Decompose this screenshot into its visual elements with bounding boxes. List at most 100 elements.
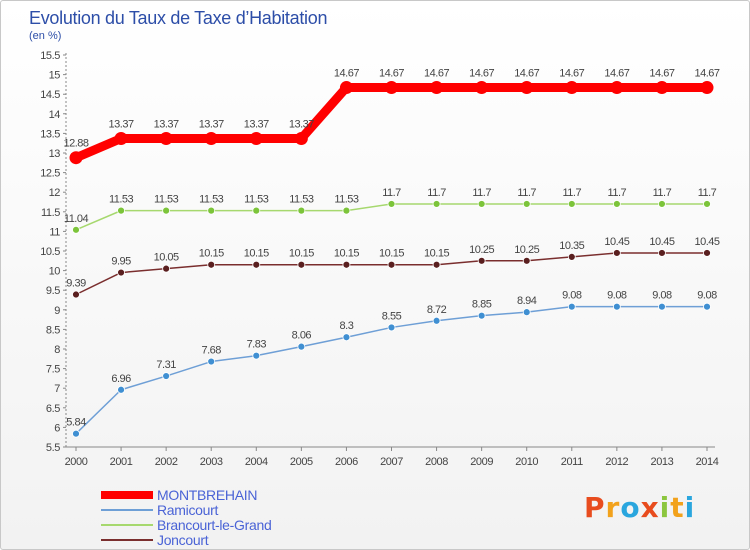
- data-label: 10.45: [604, 236, 629, 248]
- data-point: [522, 256, 531, 265]
- data-label: 11.7: [517, 187, 536, 199]
- y-tick-label: 5.5: [46, 442, 60, 454]
- data-label: 10.25: [514, 244, 539, 256]
- series-ramicourt: 5.84 6.96 7.31 7.68 7.83 8.06 8.3 8.55 8.72 8.85 8…: [66, 290, 718, 438]
- x-tick-label: 2004: [245, 456, 268, 468]
- data-label: 7.31: [156, 359, 176, 371]
- data-point: [387, 200, 396, 208]
- x-tick-label: 2014: [696, 456, 719, 468]
- data-label: 14.67: [649, 68, 674, 80]
- data-label: 11.7: [653, 187, 672, 199]
- data-label: 11.53: [244, 194, 269, 206]
- data-label: 8.85: [472, 299, 492, 311]
- data-point: [342, 206, 351, 215]
- data-label: 11.53: [289, 194, 314, 206]
- x-tick-label: 2002: [155, 456, 178, 468]
- data-label: 9.08: [562, 290, 582, 302]
- y-tick-label: 13.5: [40, 128, 60, 140]
- data-point: [297, 206, 306, 215]
- data-label: 13.37: [199, 118, 224, 130]
- data-point: [567, 252, 576, 261]
- data-point: [114, 131, 128, 145]
- data-label: 10.15: [379, 248, 404, 260]
- data-label: 13.37: [154, 118, 179, 130]
- data-label: 11.7: [562, 187, 581, 199]
- data-label: 11.7: [608, 187, 627, 199]
- data-point: [339, 81, 353, 95]
- data-point: [655, 81, 669, 95]
- y-tick-label: 7: [54, 383, 60, 395]
- data-label: 14.67: [379, 68, 404, 80]
- data-point: [207, 357, 216, 366]
- data-label: 11.7: [382, 187, 401, 199]
- data-point: [252, 206, 261, 215]
- data-point: [162, 372, 171, 380]
- data-point: [117, 206, 125, 215]
- data-point: [207, 206, 216, 215]
- data-point: [297, 260, 306, 269]
- data-label: 8.94: [517, 295, 537, 307]
- data-point: [658, 200, 666, 208]
- data-label: 14.67: [559, 68, 584, 80]
- data-point: [159, 131, 173, 145]
- data-label: 9.95: [111, 256, 131, 268]
- y-tick-label: 9.5: [46, 285, 60, 297]
- data-label: 13.37: [244, 118, 269, 130]
- data-label: 10.45: [694, 236, 719, 248]
- data-point: [477, 200, 486, 208]
- data-point: [612, 200, 621, 208]
- data-label: 7.83: [247, 339, 267, 351]
- data-point: [610, 81, 624, 95]
- data-point: [703, 200, 711, 208]
- data-point: [162, 264, 171, 273]
- series-joncourt: 9.39 9.95 10.05 10.15 10.15 10.15 10.15 10.15 10…: [66, 236, 720, 299]
- x-tick-label: 2000: [65, 456, 88, 468]
- chart-title: Evolution du Taux de Taxe d’Habitation: [29, 8, 328, 28]
- y-tick-label: 6: [54, 422, 60, 434]
- data-point: [342, 333, 351, 342]
- data-label: 14.67: [469, 68, 494, 80]
- x-tick-label: 2001: [110, 456, 133, 468]
- x-tick-label: 2010: [515, 456, 538, 468]
- data-point: [612, 302, 621, 311]
- data-point: [703, 302, 711, 311]
- data-point: [117, 268, 125, 277]
- data-label: 9.39: [66, 278, 86, 290]
- y-tick-label: 7.5: [46, 364, 60, 376]
- data-label: 14.67: [424, 68, 449, 80]
- y-tick-label: 11.5: [41, 207, 60, 219]
- data-label: 8.72: [427, 304, 447, 316]
- logo-letter: x: [640, 491, 660, 524]
- data-point: [477, 256, 486, 265]
- x-tick-label: 2006: [335, 456, 358, 468]
- logo-letter: i: [659, 491, 671, 524]
- y-tick-label: 10: [49, 266, 61, 278]
- data-label: 10.15: [334, 248, 359, 260]
- data-point: [117, 385, 125, 394]
- legend-swatch: [101, 491, 153, 499]
- data-label: 11.53: [109, 194, 134, 206]
- data-point: [658, 302, 666, 311]
- data-point: [432, 316, 441, 325]
- data-point: [385, 81, 398, 95]
- data-point: [658, 249, 666, 257]
- data-label: 8.06: [292, 330, 312, 342]
- data-point: [567, 302, 576, 311]
- data-label: 12.88: [63, 138, 88, 150]
- data-point: [252, 260, 261, 269]
- data-label: 5.84: [66, 417, 86, 429]
- proxiti-logo: Proxiti: [584, 491, 695, 524]
- x-tick-label: 2005: [290, 456, 313, 468]
- legend-swatch: [101, 524, 153, 526]
- logo-letter: o: [620, 491, 641, 524]
- data-point: [520, 81, 534, 95]
- y-tick-label: 11: [49, 226, 60, 238]
- data-point: [387, 260, 396, 269]
- series-brancourt-le-grand: 11.04 11.53 11.53 11.53 11.53 11.53 11.53 11.7 1…: [64, 187, 717, 234]
- data-point: [430, 81, 444, 95]
- logo-letter: t: [670, 491, 685, 524]
- data-label: 14.67: [334, 68, 359, 80]
- y-tick-label: 12.5: [40, 168, 60, 180]
